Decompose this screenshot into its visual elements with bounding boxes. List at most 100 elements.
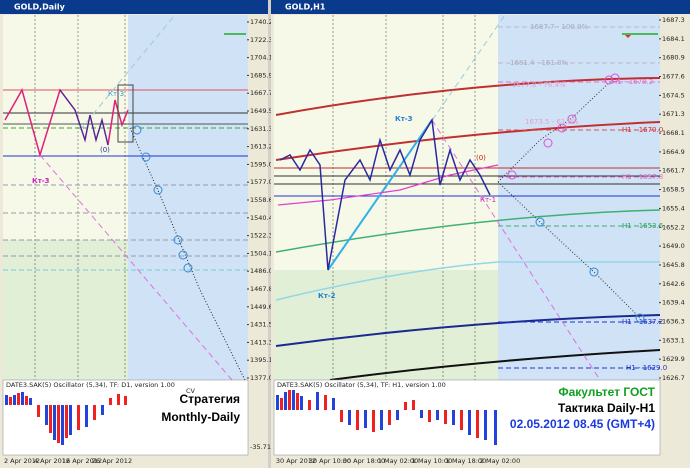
y-tick-label: 1658.5	[662, 186, 685, 194]
y-tick-label: 1577.0	[250, 178, 273, 186]
y-tick-label: 1649.0	[662, 242, 685, 250]
projection	[497, 77, 615, 183]
label: Кт-1	[480, 196, 496, 204]
level-label: H1 - 1678.2	[612, 78, 653, 86]
oscillator-bars	[5, 392, 104, 445]
y-tick-label: 1687.3	[662, 16, 685, 24]
x-tick-label: 30 Apr 2012	[276, 457, 316, 465]
y-axis: 1687.3 1684.1 1680.9 1677.6 1674.5 1671.3 1668…	[659, 16, 685, 382]
y-tick-label: 1595.0	[250, 160, 273, 168]
label: Кт-3	[395, 115, 413, 123]
y-tick-label: 1504.1	[250, 249, 273, 257]
y-tick-label: 1652.2	[662, 223, 685, 231]
x-tick-label: 26 Apr 2012	[92, 457, 132, 465]
y-tick-label: 1431.5	[250, 321, 273, 329]
x-tick-label: 1 May 10:00	[412, 457, 452, 465]
y-tick-label: 1685.9	[250, 71, 273, 79]
y-tick-label: 1677.6	[662, 73, 685, 81]
markers	[535, 217, 645, 323]
oscillator-scale: -35.71	[250, 443, 271, 451]
label: Кт-2	[318, 292, 336, 300]
wave	[327, 119, 433, 271]
arrows	[622, 33, 658, 38]
y-tick-label: 1395.1	[250, 356, 273, 364]
x-tick-label: 2 May 02:00	[480, 457, 520, 465]
title-bar[interactable]	[271, 0, 690, 14]
y-tick-label: 1661.7	[662, 167, 685, 175]
y-tick-label: 1645.8	[662, 261, 685, 269]
caption: Стратегия	[180, 392, 240, 406]
y-tick-label: 1704.1	[250, 54, 273, 62]
zone	[498, 15, 660, 380]
levels	[274, 26, 660, 369]
y-tick-label: 1467.8	[250, 285, 273, 293]
label: (0)	[100, 146, 110, 154]
oscillator-panel	[273, 379, 661, 456]
y-tick-label: 1664.9	[662, 148, 685, 156]
y-tick-label: 1671.3	[662, 110, 685, 118]
oscillator-label: DATE3.SAK(5) Oscillator (5,34), TF: H1, …	[277, 381, 446, 389]
x-tick-label: 4 Apr 2012	[34, 457, 70, 465]
markers	[507, 73, 620, 180]
right-window: GOLD,H1	[271, 0, 690, 468]
x-tick-label: 30 Apr 10:00	[309, 457, 351, 465]
y-tick-label: 1613.2	[250, 143, 273, 151]
x-tick-label: 30 Apr 18:00	[343, 457, 385, 465]
price	[59, 89, 109, 146]
caption: Факультет ГОСТ	[558, 385, 655, 399]
zone	[128, 15, 248, 380]
label: Кт-3	[108, 90, 124, 98]
level-label: H1 - 1670.0	[622, 126, 663, 134]
y-tick-label: 1631.3	[250, 125, 273, 133]
wave	[277, 164, 499, 206]
oscillator-label: DATE3.SAK(5) Oscillator (5,34), TF: D1, …	[6, 381, 175, 389]
level-label: H1 - 1653.6	[622, 222, 664, 230]
trend-line	[79, 14, 176, 131]
y-tick-label: 1639.4	[662, 299, 685, 307]
selection	[117, 84, 134, 143]
y-tick-label: 1740.2	[250, 18, 273, 26]
label: Кт-3	[32, 177, 50, 185]
y-tick-label: 1668.1	[662, 129, 685, 137]
y-tick-label: 1636.3	[662, 317, 685, 325]
y-tick-label: 1558.6	[250, 196, 273, 204]
left-window: GOLD,Daily Кт-3 Кт-3 (0)	[0, 0, 273, 468]
caption: Тактика Daily-H1	[558, 401, 655, 415]
x-tick-label: 2 Apr 2012	[4, 457, 40, 465]
y-tick-label: 1629.9	[662, 355, 685, 363]
levels	[3, 89, 248, 271]
y-tick-label: 1540.4	[250, 214, 273, 222]
x-tick-label: 16 Apr 2012	[62, 457, 102, 465]
x-tick-label: 1 May 18:00	[446, 457, 486, 465]
y-tick-label: 1449.6	[250, 303, 273, 311]
fibo-label: 1687.7 - 100.0%	[530, 23, 589, 31]
projection	[129, 127, 246, 381]
y-tick-label: 1667.7	[250, 89, 273, 97]
y-tick-label: 1649.5	[250, 107, 273, 115]
y-tick-label: 1722.3	[250, 36, 273, 44]
caption: 02.05.2012 08.45 (GMT+4)	[510, 417, 655, 431]
window-title: GOLD,H1	[285, 3, 326, 12]
y-tick-label: 1642.6	[662, 280, 685, 288]
y-tick-label: 1684.1	[662, 35, 685, 43]
fibo-label: 1673.5 - 61.8%	[525, 118, 579, 126]
fibo-label: 1681.4 - 161.8%	[510, 59, 569, 67]
y-tick-label: 1674.5	[662, 91, 685, 99]
y-tick-label: 1413.3	[250, 338, 273, 346]
window-title: GOLD,Daily	[14, 3, 66, 12]
separators	[34, 15, 126, 455]
oscillator-scale: CV	[186, 387, 196, 395]
level-label: H1 - 1657.8	[622, 173, 663, 181]
y-tick-label: 1522.3	[250, 232, 273, 240]
price	[279, 117, 491, 271]
y-tick-label: 1377.0	[250, 374, 273, 382]
title-bar[interactable]	[0, 0, 268, 14]
y-tick-label: 1680.9	[662, 54, 685, 62]
y-tick-label: 1633.1	[662, 336, 685, 344]
oscillator-bars	[276, 390, 497, 445]
zone	[3, 240, 128, 380]
trend-line	[431, 119, 601, 381]
